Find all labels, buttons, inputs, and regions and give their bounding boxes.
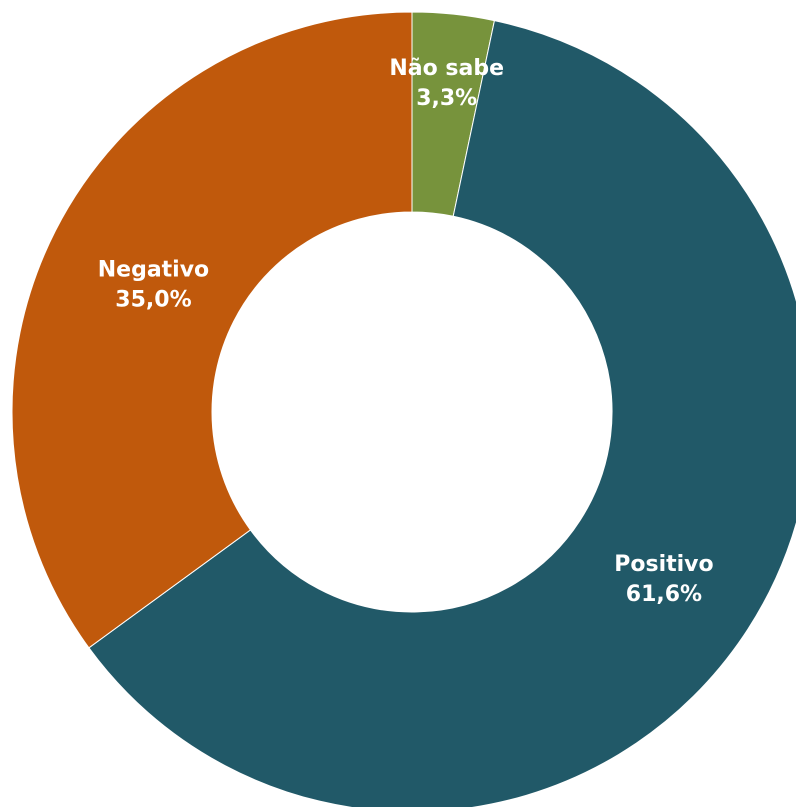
slice-label: Negativo 35,0% [98, 258, 209, 313]
slice-label-name: Não sabe [389, 56, 504, 81]
slice-label: Não sabe 3,3% [389, 56, 504, 111]
slice-label-name: Positivo [614, 552, 713, 577]
slice-label-name: Negativo [98, 258, 209, 283]
slices [11, 11, 796, 807]
slice-labels: Não sabe 3,3% Positivo 61,6% Negativo 35,0% [98, 56, 714, 607]
slice-label: Positivo 61,6% [614, 552, 713, 607]
slice-negativo [11, 11, 413, 649]
slice-positivo [88, 19, 796, 807]
slice-label-value: 3,3% [416, 86, 477, 111]
slice-label-value: 61,6% [626, 582, 702, 607]
slice-label-value: 35,0% [115, 288, 191, 313]
